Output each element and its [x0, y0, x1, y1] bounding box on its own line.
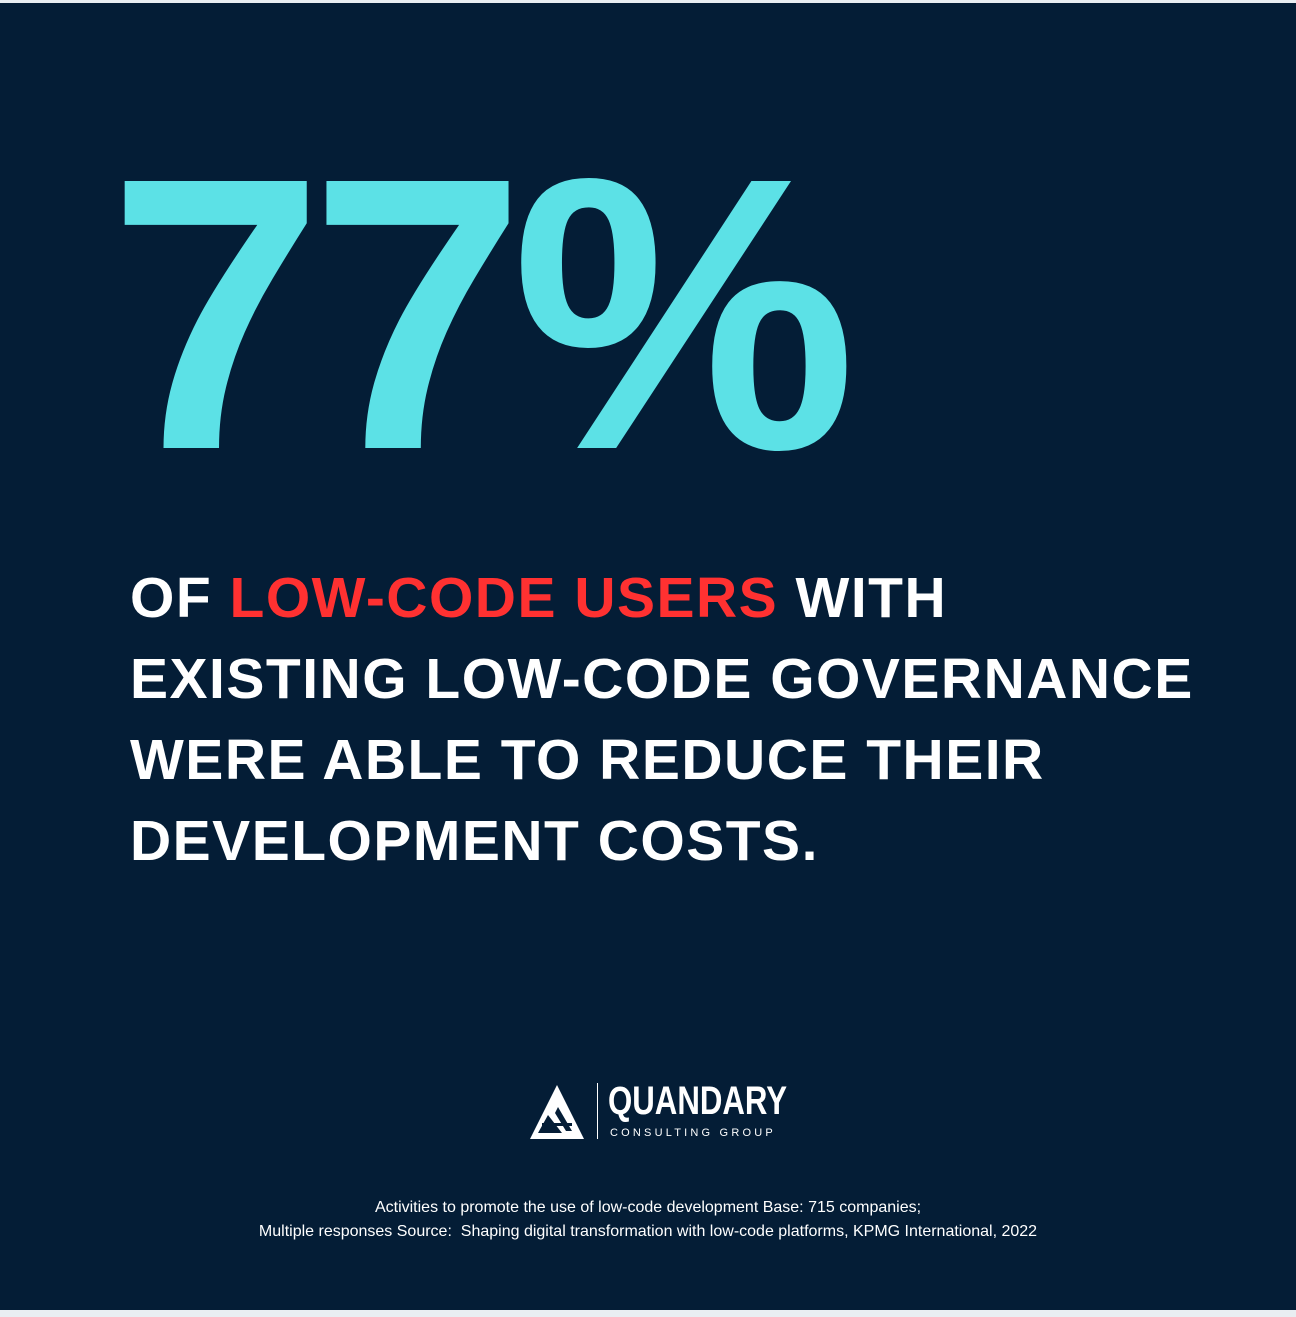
logo-divider [597, 1083, 598, 1139]
headline-line-2: EXISTING LOW-CODE GOVERNANCE [130, 647, 1194, 711]
quandary-logo: QUANDARY CONSULTING GROUP [528, 1079, 788, 1145]
headline-highlight: LOW-CODE USERS [229, 566, 779, 630]
triangle-mark-icon [530, 1085, 584, 1139]
headline-line-4: DEVELOPMENT COSTS. [130, 809, 819, 873]
headline-text: OF [130, 566, 230, 630]
headline-line-3: WERE ABLE TO REDUCE THEIR [130, 728, 1045, 792]
logo-subtitle: CONSULTING GROUP [610, 1127, 776, 1139]
infographic-card: 77% OF LOW-CODE USERS WITH EXISTING LOW-… [0, 3, 1296, 1310]
stat-value: 77% [108, 98, 857, 531]
headline: OF LOW-CODE USERS WITH EXISTING LOW-CODE… [130, 558, 1250, 882]
headline-line-1: OF LOW-CODE USERS WITH [130, 558, 1250, 639]
footnote-line-2: Multiple responses Source: Shaping digit… [258, 1223, 1038, 1240]
footnote-line-1: Activities to promote the use of low-cod… [374, 1199, 922, 1216]
source-footnote: Activities to promote the use of low-cod… [0, 1196, 1296, 1244]
headline-text: WITH [778, 566, 948, 630]
logo-name: QUANDARY [608, 1079, 788, 1123]
